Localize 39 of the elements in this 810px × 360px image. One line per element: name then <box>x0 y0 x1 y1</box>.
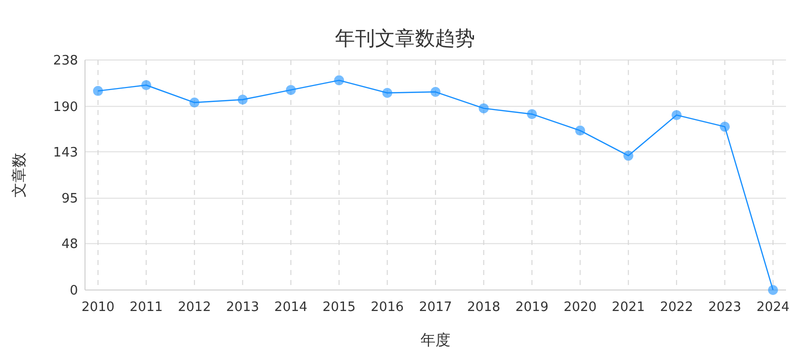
x-tick-label: 2024 <box>756 300 790 315</box>
x-tick-label: 2013 <box>226 300 260 315</box>
point <box>575 126 586 136</box>
point <box>623 150 634 161</box>
point <box>334 75 344 86</box>
y-tick-label: 238 <box>53 54 78 68</box>
point <box>768 285 778 295</box>
x-tick-label: 2018 <box>467 300 500 315</box>
x-tick-label: 2012 <box>178 300 211 315</box>
point <box>141 80 152 90</box>
point <box>720 122 730 132</box>
point <box>478 103 489 114</box>
point <box>526 109 537 120</box>
point <box>238 94 248 105</box>
point <box>672 110 682 120</box>
y-axis-title: 文章数 <box>10 152 28 198</box>
y-tick-label: 48 <box>61 237 78 252</box>
x-tick-label: 2015 <box>322 300 356 315</box>
y-tick-label: 0 <box>70 284 78 298</box>
x-tick-label: 2011 <box>130 300 163 315</box>
chart-title: 年刊文章数趋势 <box>335 26 475 50</box>
point <box>430 86 440 97</box>
x-tick-label: 2020 <box>564 300 597 315</box>
y-tick-label: 143 <box>53 145 78 160</box>
y-tick-label: 190 <box>53 100 78 115</box>
x-tick-label: 2010 <box>81 300 115 315</box>
x-tick-label: 2023 <box>708 300 742 315</box>
x-tick-label: 2017 <box>418 300 452 315</box>
x-tick-label: 2019 <box>515 300 548 315</box>
x-tick-label: 2021 <box>612 300 645 315</box>
x-tick-label: 2022 <box>660 300 694 315</box>
x-axis-title: 年度 <box>420 331 450 349</box>
point <box>93 86 103 96</box>
x-tick-label: 2016 <box>370 300 404 315</box>
point <box>189 98 200 108</box>
point <box>286 84 296 95</box>
y-tick-label: 95 <box>61 192 78 207</box>
x-tick-label: 2014 <box>274 300 308 315</box>
point <box>382 88 392 98</box>
